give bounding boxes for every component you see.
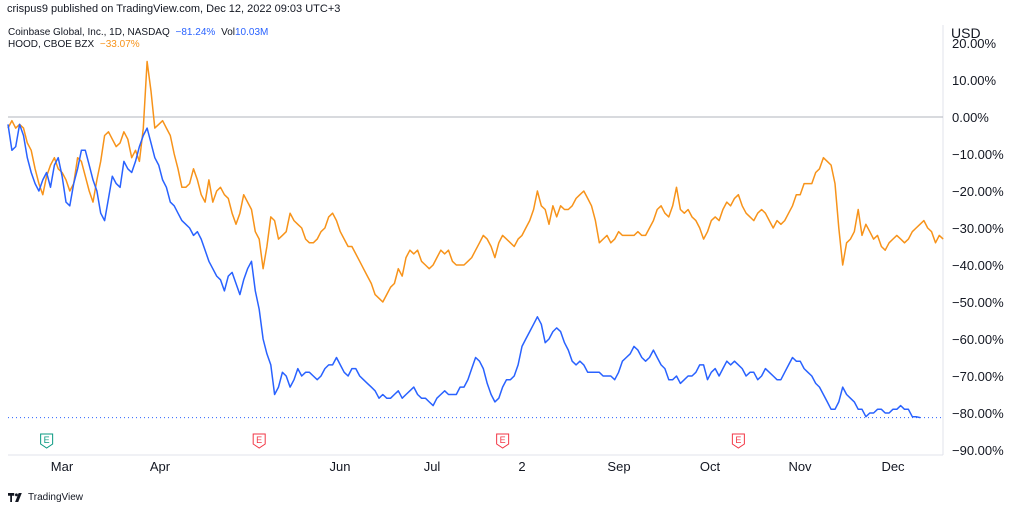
price-axis: 20.00% 10.00% 0.00% −10.00% −20.00% −30.00% −4…: [952, 36, 1004, 458]
earnings-label: E: [500, 435, 506, 445]
y-tick-label: −20.00%: [952, 184, 1004, 199]
legend-coin-volume-label: Vol: [221, 27, 235, 38]
y-tick-label: −60.00%: [952, 332, 1004, 347]
legend-hood[interactable]: HOOD, CBOE BZX −33.07%: [8, 39, 140, 50]
earnings-badge: [496, 433, 510, 449]
y-tick-label: −70.00%: [952, 369, 1004, 384]
footer-brand-text: TradingView: [28, 492, 84, 503]
series-layer: [7, 60, 944, 419]
y-tick-label: −80.00%: [952, 406, 1004, 421]
earnings-marker[interactable]: E: [40, 433, 54, 449]
x-tick-label: Jul: [424, 459, 441, 474]
legend-coin-volume-value: 10.03M: [234, 27, 269, 38]
series-line-coin: [7, 123, 921, 419]
x-tick-label: Jun: [330, 459, 351, 474]
earnings-label: E: [735, 435, 741, 445]
x-tick-label: Oct: [700, 459, 721, 474]
earnings-label: E: [256, 435, 262, 445]
legend-hood-symbol: HOOD, CBOE BZX: [8, 39, 95, 50]
y-tick-label: −90.00%: [952, 443, 1004, 458]
earnings-marker[interactable]: E: [252, 433, 266, 449]
legend-coin-symbol: Coinbase Global, Inc., 1D, NASDAQ: [8, 27, 170, 38]
time-axis: Mar Apr Jun Jul 2 Sep Oct Nov Dec: [51, 459, 905, 474]
legend-hood-change: −33.07%: [99, 39, 140, 50]
footer-brand[interactable]: TradingView: [8, 492, 83, 503]
earnings-label: E: [44, 435, 50, 445]
y-tick-label: 20.00%: [952, 36, 997, 51]
earnings-badge: [40, 433, 54, 449]
earnings-badge: [731, 433, 745, 449]
x-tick-label: 2: [518, 459, 525, 474]
price-axis-currency[interactable]: USD: [951, 25, 981, 41]
y-tick-label: 10.00%: [952, 73, 997, 88]
y-tick-label: −40.00%: [952, 258, 1004, 273]
x-tick-label: Nov: [788, 459, 812, 474]
y-tick-label: 0.00%: [952, 110, 989, 125]
x-tick-label: Sep: [607, 459, 630, 474]
series-line-hood: [7, 60, 944, 303]
earnings-marker[interactable]: E: [496, 433, 510, 449]
legend-coin-change: −81.24%: [175, 27, 216, 38]
x-tick-label: Apr: [150, 459, 171, 474]
legend-coin[interactable]: Coinbase Global, Inc., 1D, NASDAQ −81.24…: [8, 27, 268, 38]
x-tick-label: Mar: [51, 459, 74, 474]
baseline-layer: [8, 116, 943, 419]
x-tick-label: Dec: [881, 459, 905, 474]
y-tick-label: −30.00%: [952, 221, 1004, 236]
earnings-marker[interactable]: E: [731, 433, 745, 449]
published-byline: crispus9 published on TradingView.com, D…: [7, 3, 341, 15]
y-tick-label: −50.00%: [952, 295, 1004, 310]
earnings-badge: [252, 433, 266, 449]
tradingview-logo-icon: [8, 493, 22, 502]
y-tick-label: −10.00%: [952, 147, 1004, 162]
grid-layer: [8, 25, 944, 456]
